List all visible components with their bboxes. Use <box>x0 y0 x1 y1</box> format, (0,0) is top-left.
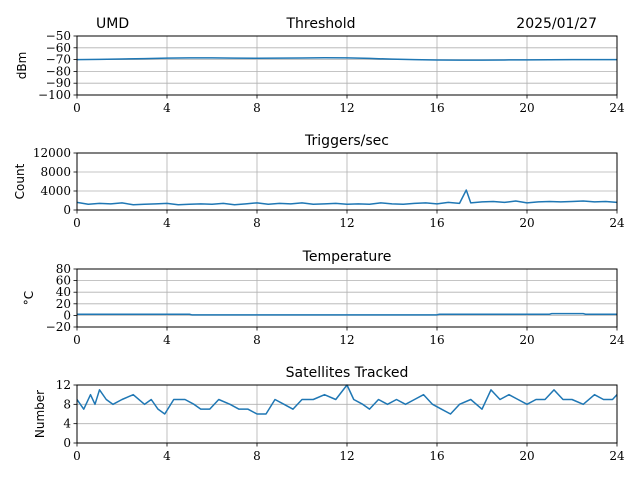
satellites-xtick-label-1: 4 <box>163 449 171 463</box>
threshold-ytick-label-5: −50 <box>46 29 71 43</box>
temperature-xtick-label-4: 16 <box>429 333 444 347</box>
triggers-ytick-label-0: 0 <box>63 203 71 217</box>
threshold-ylabel: dBm <box>15 52 29 80</box>
temperature-xtick-label-5: 20 <box>519 333 534 347</box>
triggers-title: Triggers/sec <box>304 133 389 149</box>
temperature-ylabel: °C <box>22 291 36 305</box>
triggers-series-line-0 <box>76 189 618 206</box>
satellites-ytick-label-2: 8 <box>63 397 71 411</box>
triggers-xtick-label-6: 24 <box>609 216 625 230</box>
triggers-ytick-label-1: 4000 <box>40 184 71 198</box>
header-center: Threshold <box>286 16 356 32</box>
threshold-xtick-label-3: 12 <box>339 101 354 115</box>
satellites-ytick-label-3: 12 <box>56 378 71 392</box>
header-right: 2025/01/27 <box>516 16 597 32</box>
threshold-ytick-label-0: −100 <box>38 88 71 102</box>
threshold-xtick-label-1: 4 <box>163 101 171 115</box>
threshold-xtick-label-4: 16 <box>429 101 444 115</box>
panel-threshold: 0 4 8 12 16 20 24 −100−90−80−70−60−50 dBm <box>15 29 625 115</box>
triggers-xtick-label-3: 12 <box>339 216 354 230</box>
satellites-series-line-0 <box>76 384 618 415</box>
threshold-xtick-label-6: 24 <box>609 101 625 115</box>
threshold-ytick-label-1: −90 <box>46 76 71 90</box>
temperature-ytick-label-3: 40 <box>56 285 71 299</box>
threshold-ytick-label-2: −80 <box>46 64 71 78</box>
triggers-xtick-label-4: 16 <box>429 216 444 230</box>
triggers-ylabel: Count <box>13 163 27 199</box>
temperature-ytick-label-0: −20 <box>46 320 71 334</box>
satellites-xtick-label-6: 24 <box>609 449 625 463</box>
satellites-ylabel: Number <box>33 390 47 438</box>
temperature-ytick-label-4: 60 <box>56 274 71 288</box>
temperature-xtick-label-1: 4 <box>163 333 171 347</box>
temperature-ytick-label-2: 20 <box>56 297 71 311</box>
satellites-xtick-label-3: 12 <box>339 449 354 463</box>
temperature-xtick-label-2: 8 <box>253 333 261 347</box>
temperature-title: Temperature <box>302 249 392 265</box>
temperature-ytick-label-1: 0 <box>63 308 71 322</box>
satellites-xtick-label-2: 8 <box>253 449 261 463</box>
temperature-xtick-label-3: 12 <box>339 333 354 347</box>
threshold-xtick-label-0: 0 <box>73 101 81 115</box>
triggers-xtick-label-2: 8 <box>253 216 261 230</box>
temperature-xtick-label-0: 0 <box>73 333 81 347</box>
panel-satellites: 0 4 8 12 16 20 24 0 4 8 12 Satellites Tracked Number <box>33 365 625 463</box>
threshold-xtick-label-2: 8 <box>253 101 261 115</box>
threshold-ytick-label-4: −60 <box>46 41 71 55</box>
temperature-ytick-label-5: 80 <box>56 262 71 276</box>
temperature-series-line-0 <box>77 312 617 316</box>
satellites-xtick-label-0: 0 <box>73 449 81 463</box>
satellites-title: Satellites Tracked <box>286 365 409 381</box>
threshold-xtick-label-5: 20 <box>519 101 534 115</box>
triggers-ytick-label-2: 8000 <box>40 165 71 179</box>
triggers-xtick-label-1: 4 <box>163 216 171 230</box>
header-left: UMD <box>96 16 129 32</box>
panel-triggers: 0 4 8 12 16 20 24 0 4000 8000 12000 Triggers/sec Cou… <box>13 133 625 230</box>
satellites-xtick-label-5: 20 <box>519 449 534 463</box>
temperature-xtick-label-6: 24 <box>609 333 625 347</box>
satellites-xtick-label-4: 16 <box>429 449 444 463</box>
threshold-ytick-label-3: −70 <box>46 53 71 67</box>
satellites-ytick-label-0: 0 <box>63 436 71 450</box>
threshold-series-line-0 <box>76 56 617 61</box>
satellites-ytick-label-1: 4 <box>63 417 71 431</box>
triggers-ytick-label-3: 12000 <box>33 146 71 160</box>
triggers-xtick-label-0: 0 <box>73 216 81 230</box>
triggers-xtick-label-5: 20 <box>519 216 534 230</box>
